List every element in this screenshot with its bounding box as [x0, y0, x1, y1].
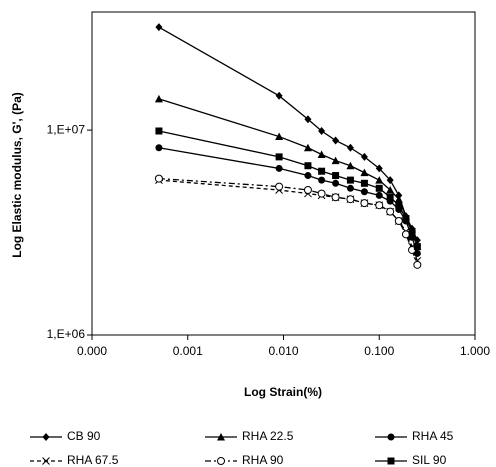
- marker: [155, 144, 163, 152]
- x-tick-label: 0.001: [173, 344, 203, 358]
- marker: [360, 199, 369, 208]
- legend-label: CB 90: [67, 429, 101, 443]
- legend-label: RHA 90: [242, 453, 284, 467]
- marker: [155, 23, 163, 32]
- series-line: [158, 98, 418, 247]
- legend-label: SIL 90: [412, 453, 447, 467]
- marker: [402, 215, 410, 223]
- marker: [317, 150, 326, 159]
- marker: [375, 184, 383, 192]
- marker: [275, 91, 283, 100]
- marker: [375, 191, 383, 199]
- legend-label: RHA 45: [412, 429, 454, 443]
- marker: [375, 164, 383, 173]
- marker: [386, 207, 395, 216]
- legend-marker: [217, 457, 225, 465]
- marker: [386, 176, 394, 185]
- marker: [408, 227, 416, 235]
- x-tick-label: 0.100: [364, 344, 394, 358]
- marker: [275, 182, 284, 191]
- series-line: [158, 147, 418, 254]
- legend-label: RHA 22.5: [242, 429, 294, 443]
- marker: [346, 161, 355, 170]
- marker: [303, 186, 312, 195]
- marker: [386, 193, 394, 201]
- marker: [332, 172, 340, 180]
- marker: [346, 143, 354, 152]
- marker: [331, 156, 340, 165]
- legend-marker: [217, 433, 225, 441]
- marker: [331, 193, 340, 202]
- x-tick-label: 1.000: [460, 344, 490, 358]
- marker: [318, 176, 326, 184]
- marker: [395, 201, 403, 209]
- marker: [346, 195, 355, 204]
- marker: [304, 162, 312, 170]
- marker: [375, 201, 384, 210]
- x-tick-label: 0.010: [268, 344, 298, 358]
- marker: [304, 172, 312, 180]
- legend-label: RHA 67.5: [67, 453, 119, 467]
- marker: [304, 115, 312, 124]
- marker: [401, 230, 410, 239]
- y-tick-label: 1,E+07: [47, 122, 86, 136]
- marker: [386, 186, 395, 194]
- legend-marker: [387, 457, 395, 465]
- marker: [275, 164, 283, 172]
- marker: [413, 260, 422, 269]
- x-axis-label: Log Strain(%): [244, 385, 322, 399]
- marker: [275, 153, 283, 161]
- legend-marker: [387, 433, 395, 441]
- marker: [360, 179, 368, 187]
- marker: [318, 167, 326, 175]
- y-tick-label: 1,E+06: [47, 327, 86, 341]
- marker: [155, 127, 163, 135]
- legend-marker: [42, 433, 50, 441]
- marker: [394, 195, 403, 203]
- marker: [375, 176, 384, 184]
- marker: [346, 184, 354, 192]
- marker: [413, 243, 421, 251]
- legend-marker: [42, 457, 50, 465]
- marker: [360, 188, 368, 196]
- marker: [303, 143, 312, 152]
- marker: [318, 126, 326, 135]
- marker: [154, 174, 163, 183]
- marker: [360, 152, 368, 161]
- marker: [360, 168, 369, 177]
- marker: [394, 217, 403, 226]
- y-axis-label: Log Elastic modulus, G', (Pa): [10, 92, 24, 258]
- marker: [332, 136, 340, 145]
- marker: [317, 189, 326, 198]
- marker: [275, 132, 284, 141]
- marker: [154, 94, 163, 103]
- marker: [346, 176, 354, 184]
- plot-frame: [91, 11, 476, 336]
- marker: [332, 179, 340, 187]
- x-tick-label: 0.000: [77, 344, 107, 358]
